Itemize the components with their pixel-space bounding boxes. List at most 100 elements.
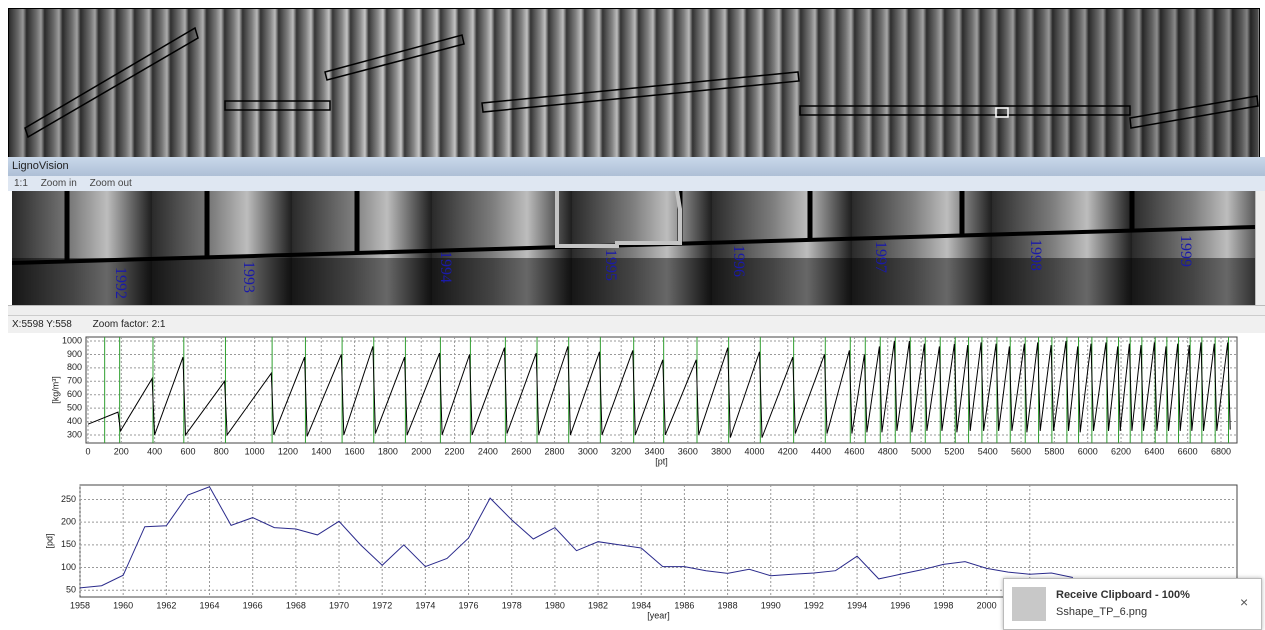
x-tick-label: 6000 <box>1078 446 1098 456</box>
x-tick-label: 6200 <box>1111 446 1131 456</box>
y-tick-label: 500 <box>67 402 82 412</box>
x-tick-label: 1966 <box>243 600 263 610</box>
year-label: 1993 <box>239 261 257 293</box>
measure-box <box>325 35 464 80</box>
vertical-scrollbar[interactable] <box>1255 191 1265 305</box>
y-tick-label: 1000 <box>62 335 82 345</box>
year-label: 1999 <box>1176 235 1194 267</box>
x-tick-label: 1800 <box>378 446 398 456</box>
x-tick-label: 600 <box>180 446 195 456</box>
y-tick-label: 800 <box>67 362 82 372</box>
x-tick-label: 2000 <box>977 600 997 610</box>
x-tick-label: 1970 <box>329 600 349 610</box>
window-title: LignoVision <box>8 157 1265 176</box>
x-axis-label: [pt] <box>655 456 668 466</box>
x-tick-label: 5000 <box>911 446 931 456</box>
y-axis-label: [kg/m³] <box>50 376 60 404</box>
y-tick-label: 50 <box>66 585 76 595</box>
x-tick-label: 1986 <box>674 600 694 610</box>
measure-box <box>800 106 1130 115</box>
toolbar-button[interactable]: Zoom in <box>41 178 77 189</box>
x-tick-label: 1958 <box>70 600 90 610</box>
year-label: 1992 <box>111 267 129 299</box>
zoom-factor: Zoom factor: 2:1 <box>93 319 166 330</box>
measure-box <box>1130 96 1258 128</box>
y-axis-label: [pd] <box>44 533 54 548</box>
x-tick-label: 1982 <box>588 600 608 610</box>
x-tick-label: 1988 <box>718 600 738 610</box>
x-tick-label: 2800 <box>545 446 565 456</box>
x-tick-label: 1968 <box>286 600 306 610</box>
notification-file: Sshape_TP_6.png <box>1056 606 1147 618</box>
measure-box <box>225 101 330 110</box>
x-tick-label: 1200 <box>278 446 298 456</box>
x-tick-label: 1964 <box>199 600 219 610</box>
x-tick-label: 2600 <box>511 446 531 456</box>
notification: Receive Clipboard - 100% Sshape_TP_6.png… <box>1003 578 1262 630</box>
notification-title: Receive Clipboard - 100% <box>1056 589 1190 601</box>
x-tick-label: 400 <box>147 446 162 456</box>
zoom-overlay <box>12 191 1255 305</box>
x-tick-label: 1998 <box>933 600 953 610</box>
x-tick-label: 1974 <box>415 600 435 610</box>
x-tick-label: 6800 <box>1211 446 1231 456</box>
x-tick-label: 1996 <box>890 600 910 610</box>
x-tick-label: 5400 <box>978 446 998 456</box>
y-tick-label: 100 <box>61 562 76 572</box>
cursor-position: X:5598 Y:558 <box>12 319 72 330</box>
x-tick-label: 4200 <box>778 446 798 456</box>
measure-box <box>482 72 799 112</box>
x-tick-label: 1962 <box>156 600 176 610</box>
year-label: 1994 <box>436 251 454 283</box>
x-tick-label: 6400 <box>1144 446 1164 456</box>
y-tick-label: 300 <box>67 429 82 439</box>
x-tick-label: 2000 <box>411 446 431 456</box>
x-tick-label: 800 <box>214 446 229 456</box>
x-tick-label: 2200 <box>445 446 465 456</box>
x-tick-label: 200 <box>114 446 129 456</box>
status-bar: X:5598 Y:558 Zoom factor: 2:1 <box>8 315 1265 333</box>
y-tick-label: 150 <box>61 539 76 549</box>
x-tick-label: 1000 <box>245 446 265 456</box>
x-tick-label: 3000 <box>578 446 598 456</box>
x-tick-label: 4800 <box>878 446 898 456</box>
screen: {"window": {"title": "LignoVision", "too… <box>0 0 1265 628</box>
x-tick-label: 4600 <box>844 446 864 456</box>
x-tick-label: 1978 <box>502 600 522 610</box>
x-tick-label: 1400 <box>311 446 331 456</box>
toolbar-button[interactable]: 1:1 <box>14 178 28 189</box>
x-tick-label: 4000 <box>744 446 764 456</box>
user-icon <box>1012 587 1046 621</box>
x-tick-label: 1984 <box>631 600 651 610</box>
x-tick-label: 1972 <box>372 600 392 610</box>
x-tick-label: 5200 <box>944 446 964 456</box>
x-tick-label: 1600 <box>345 446 365 456</box>
toolbar-button[interactable]: Zoom out <box>90 178 132 189</box>
x-tick-label: 0 <box>85 446 90 456</box>
x-tick-label: 1994 <box>847 600 867 610</box>
toolbar: 1:1 Zoom in Zoom out <box>8 176 1265 191</box>
x-tick-label: 3600 <box>678 446 698 456</box>
y-tick-label: 900 <box>67 349 82 359</box>
x-tick-label: 5600 <box>1011 446 1031 456</box>
x-tick-label: 3200 <box>611 446 631 456</box>
x-tick-label: 1990 <box>761 600 781 610</box>
x-tick-label: 3800 <box>711 446 731 456</box>
x-tick-label: 1992 <box>804 600 824 610</box>
y-tick-label: 200 <box>61 517 76 527</box>
y-tick-label: 400 <box>67 416 82 426</box>
y-tick-label: 700 <box>67 376 82 386</box>
x-tick-label: 1980 <box>545 600 565 610</box>
density-chart: 300 400 500 600 700 800 900 1000 0 200 400 600 800 10… <box>0 333 1265 475</box>
y-tick-label: 600 <box>67 389 82 399</box>
x-tick-label: 3400 <box>644 446 664 456</box>
close-button[interactable]: × <box>1240 594 1248 610</box>
x-tick-label: 1960 <box>113 600 133 610</box>
cursor-bracket <box>557 191 680 246</box>
year-label: 1998 <box>1026 239 1044 271</box>
x-tick-label: 1976 <box>459 600 479 610</box>
x-tick-label: 2400 <box>478 446 498 456</box>
x-tick-label: 6600 <box>1178 446 1198 456</box>
x-tick-label: 4400 <box>811 446 831 456</box>
x-axis-label: [year] <box>647 610 670 620</box>
